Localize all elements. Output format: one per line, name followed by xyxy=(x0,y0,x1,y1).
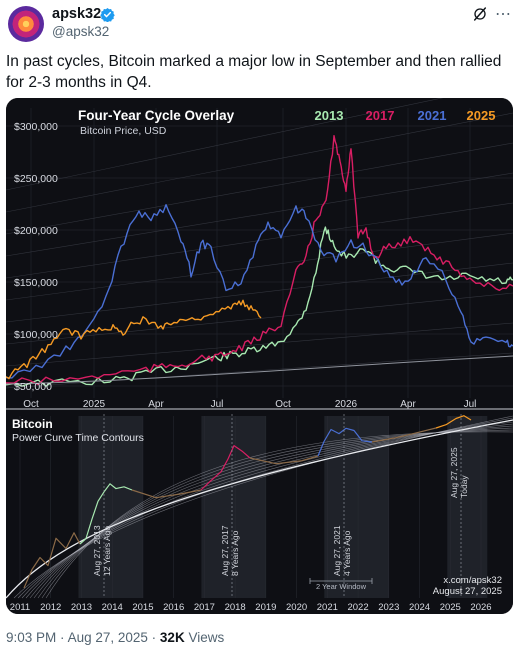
x-tick-label: 2025 xyxy=(440,602,461,613)
top-chart-subtitle: Bitcoin Price, USD xyxy=(80,125,167,137)
legend-entry: 2017 xyxy=(366,108,395,123)
post-footer: 9:03 PM · Aug 27, 2025 · 32K Views xyxy=(6,630,224,645)
x-tick-label: 2011 xyxy=(10,602,30,613)
y-tick-label: $300,000 xyxy=(14,121,58,133)
annotation-date: Aug 27, 2017 xyxy=(220,525,230,576)
x-tick-label: Oct xyxy=(23,399,39,410)
x-tick-label: 2015 xyxy=(132,602,153,613)
annotation-date: Aug 27, 2025 xyxy=(449,447,459,498)
two-year-window-label: 2 Year Window xyxy=(316,582,367,591)
x-tick-label: Apr xyxy=(400,399,416,410)
y-tick-label: $50,000 xyxy=(14,381,52,393)
x-tick-label: 2018 xyxy=(225,602,246,613)
x-tick-label: 2012 xyxy=(40,602,61,613)
post-time[interactable]: 9:03 PM xyxy=(6,630,57,645)
more-options-icon[interactable]: ⋯ xyxy=(495,6,512,23)
views-count: 32K xyxy=(159,630,185,645)
series-line-2017 xyxy=(6,135,513,386)
x-tick-label: 2026 xyxy=(335,399,358,410)
x-tick-label: 2021 xyxy=(317,602,338,613)
author-handle[interactable]: @apsk32 xyxy=(52,24,110,39)
chart-credit: x.com/apsk32 xyxy=(443,575,502,586)
annotation-note: 12 Years Ago xyxy=(102,526,112,576)
legend-entry: 2013 xyxy=(315,108,344,123)
x-tick-label: Jul xyxy=(211,399,224,410)
x-tick-label: 2022 xyxy=(347,602,368,613)
series-line-2013 xyxy=(6,226,513,387)
y-tick-label: $150,000 xyxy=(14,277,58,289)
series-line-2021 xyxy=(6,204,513,379)
x-tick-label: 2020 xyxy=(286,602,307,613)
tweet-text: In past cycles, Bitcoin marked a major l… xyxy=(6,53,502,91)
bottom-chart-subtitle: Power Curve Time Contours xyxy=(12,432,144,444)
bottom-chart-title: Bitcoin xyxy=(12,417,53,431)
author-name[interactable]: apsk32 xyxy=(52,6,102,22)
x-tick-label: Oct xyxy=(275,399,291,410)
annotation-note: 4 Years Ago xyxy=(342,530,352,576)
grok-icon[interactable] xyxy=(472,6,488,22)
x-tick-label: 2026 xyxy=(470,602,491,613)
annotation-date: Aug 27, 2021 xyxy=(332,525,342,576)
y-tick-label: $250,000 xyxy=(14,173,58,185)
x-tick-label: 2023 xyxy=(378,602,399,613)
y-tick-label: $100,000 xyxy=(14,329,58,341)
x-tick-label: 2025 xyxy=(83,399,106,410)
x-tick-label: 2024 xyxy=(409,602,430,613)
x-tick-label: 2013 xyxy=(71,602,92,613)
annotation-date: Aug 27, 2013 xyxy=(92,525,102,576)
footer-separator: · xyxy=(60,630,65,645)
y-tick-label: $200,000 xyxy=(14,225,58,237)
x-tick-label: Apr xyxy=(148,399,164,410)
x-tick-label: 2014 xyxy=(102,602,123,613)
x-tick-label: 2019 xyxy=(255,602,276,613)
footer-separator: · xyxy=(151,630,157,645)
legend-entry: 2021 xyxy=(418,108,447,123)
series-line-2025 xyxy=(6,299,262,380)
views-label: Views xyxy=(188,630,225,645)
annotation-note: Today xyxy=(459,475,469,498)
avatar[interactable] xyxy=(8,6,44,42)
annotation-note: 8 Years Ago xyxy=(230,530,240,576)
post-date[interactable]: Aug 27, 2025 xyxy=(67,630,148,645)
legend-entry: 2025 xyxy=(467,108,496,123)
x-tick-label: 2017 xyxy=(194,602,215,613)
chart-credit-date: August 27, 2025 xyxy=(433,586,502,597)
x-tick-label: Jul xyxy=(464,399,477,410)
x-tick-label: 2016 xyxy=(163,602,184,613)
chart-image[interactable]: Four-Year Cycle Overlay Bitcoin Price, U… xyxy=(6,98,513,614)
verified-badge-icon xyxy=(100,7,115,22)
top-chart-title: Four-Year Cycle Overlay xyxy=(78,108,235,123)
